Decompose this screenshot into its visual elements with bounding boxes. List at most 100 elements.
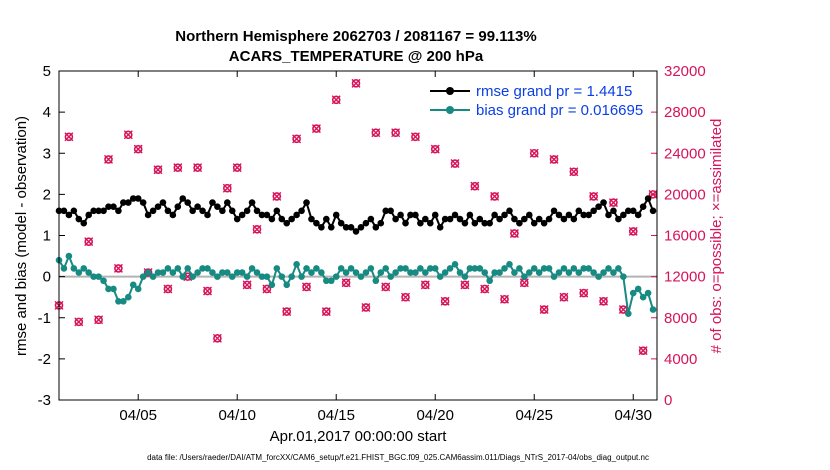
obs-count-point [589, 191, 599, 201]
bias-data-point [248, 265, 256, 272]
rmse-data-point [110, 203, 117, 211]
y-tick-label-2: -1 [38, 310, 51, 327]
bias-data-point [387, 273, 394, 280]
rmse-data-point [456, 215, 464, 223]
obs-possible-marker [401, 292, 410, 302]
obs-count-point [519, 278, 529, 288]
bias-data-point [436, 273, 444, 280]
rmse-data-point [184, 199, 192, 206]
bias-data-point [100, 277, 107, 285]
y2-tick-label-1: 4000 [664, 351, 697, 368]
obs-assimilated-marker [113, 263, 123, 273]
obs-assimilated-marker [539, 305, 549, 315]
bias-data-point [417, 265, 424, 272]
rmse-data-point [600, 199, 607, 206]
plot-frame [58, 70, 658, 401]
plot-area [54, 70, 658, 401]
obs-possible-marker [500, 294, 509, 304]
obs-count-point [203, 286, 213, 296]
rmse-data-point [634, 211, 642, 219]
rmse-data-point [149, 207, 157, 215]
bias-data-point [585, 265, 592, 272]
obs-assimilated-marker [529, 148, 539, 158]
obs-assimilated-marker [401, 292, 411, 302]
bias-data-point [352, 269, 360, 276]
obs-possible-marker [312, 124, 321, 133]
obs-possible-marker [381, 282, 391, 292]
obs-possible-marker [262, 284, 272, 294]
obs-assimilated-marker [490, 191, 500, 201]
bias-data-point [120, 298, 127, 305]
bias-data-point [209, 269, 216, 276]
obs-assimilated-marker [599, 296, 609, 306]
obs-possible-marker [203, 286, 212, 296]
bias-data-point [535, 269, 543, 276]
rmse-data-point [144, 211, 152, 219]
rmse-data-point [426, 219, 434, 227]
obs-count-point [123, 130, 133, 140]
bias-data-point [154, 269, 162, 276]
obs-count-point [480, 284, 490, 294]
y2-tick-label-4: 16000 [664, 228, 706, 245]
rmse-data-point [649, 207, 657, 215]
rmse-data-point [60, 207, 68, 215]
rmse-data-point [620, 211, 627, 219]
obs-possible-marker [638, 346, 648, 355]
rmse-data-point [639, 203, 647, 211]
bias-data-point [540, 265, 548, 272]
bias-data-point [313, 265, 320, 272]
rmse-data-point [154, 203, 162, 211]
obs-assimilated-marker [203, 286, 213, 296]
bias-data-point [238, 269, 246, 276]
bias-data-point [471, 265, 479, 272]
obs-assimilated-marker [440, 296, 450, 306]
obs-count-point [212, 333, 222, 343]
obs-assimilated-marker [153, 165, 163, 175]
y-tick-label-1: -2 [38, 351, 51, 368]
obs-count-point [84, 237, 94, 247]
bias-data-point [570, 265, 578, 272]
rmse-data-point [238, 211, 246, 219]
bias-data-point [412, 269, 419, 276]
bias-data-point [397, 265, 404, 272]
bias-data-point [560, 265, 568, 272]
rmse-data-point [436, 223, 444, 231]
bias-data-point [590, 269, 597, 276]
bias-data-point [506, 260, 513, 268]
obs-assimilated-marker [292, 134, 302, 144]
obs-assimilated-marker [569, 167, 579, 177]
bias-data-point [273, 265, 281, 272]
rmse-data-point [85, 211, 93, 219]
obs-assimilated-marker [232, 163, 242, 173]
legend-bias-label: bias grand pr = 0.016695 [476, 102, 643, 119]
bias-data-point [174, 265, 182, 272]
obs-count-point [549, 154, 559, 164]
obs-count-point [460, 280, 470, 290]
y2-tick-label-2: 8000 [664, 310, 697, 327]
bias-data-point [169, 269, 177, 276]
obs-assimilated-marker [252, 224, 262, 234]
y2-tick-label-5: 20000 [664, 186, 706, 203]
bias-data-point [318, 269, 325, 276]
obs-possible-marker [94, 315, 103, 325]
obs-count-point [420, 280, 430, 290]
obs-possible-marker [361, 303, 371, 312]
rmse-data-point [129, 195, 137, 202]
obs-possible-marker [559, 292, 569, 302]
rmse-data-point [550, 207, 558, 215]
bias-data-point [605, 265, 612, 272]
rmse-data-point [228, 207, 236, 215]
bias-data-point [426, 265, 434, 272]
bias-data-point [144, 269, 152, 276]
rmse-data-point [595, 203, 602, 211]
obs-count-point [232, 163, 242, 173]
rmse-data-point [342, 223, 350, 231]
rmse-data-point [471, 219, 479, 227]
rmse-data-point [605, 211, 612, 219]
bias-data-point [491, 269, 498, 276]
obs-assimilated-marker [302, 282, 312, 292]
rmse-data-point [501, 211, 508, 219]
obs-possible-marker [331, 95, 341, 105]
obs-assimilated-marker [628, 226, 638, 236]
obs-count-point [539, 305, 549, 315]
